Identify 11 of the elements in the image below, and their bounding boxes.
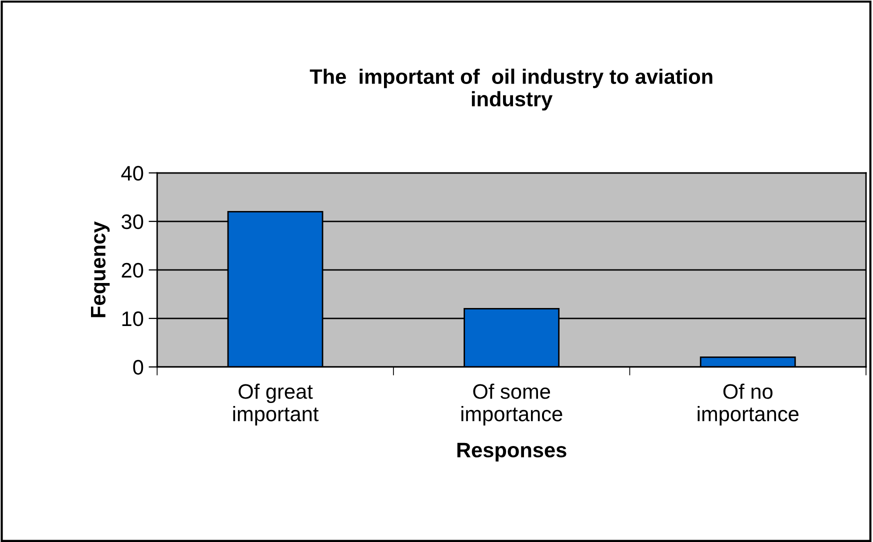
y-tick-label: 40 [121,166,144,181]
y-tick-label: 30 [122,214,144,230]
x-tick-label: Of no importance [698,384,798,426]
x-tick-label: Of great important [233,384,319,426]
y-tick-label: 10 [122,311,144,326]
y-tick-label: 0 [133,360,144,375]
x-tick-label: Of some importance [461,384,562,426]
y-tick-label: 20 [122,262,144,278]
y-axis-title: Fequency [91,221,110,318]
chart-title: The important of oil industry to aviation industry [310,68,712,111]
x-axis-title: Responses [457,442,566,462]
